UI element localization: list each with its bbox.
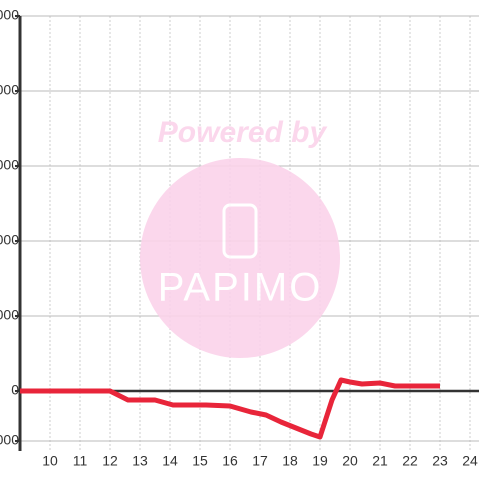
y-tick-label: 150,000	[0, 7, 19, 23]
x-tick-label: 10	[42, 453, 58, 469]
y-tick-label: 30,000	[0, 307, 19, 323]
x-tick-label: 11	[73, 453, 88, 469]
x-tick-label: 14	[162, 453, 178, 469]
watermark-phone	[222, 203, 258, 259]
x-tick-label: 20	[342, 453, 358, 469]
watermark-logo: PAPIMO	[158, 266, 323, 310]
line-series	[20, 377, 440, 440]
x-tick-label: 21	[372, 453, 388, 469]
x-tick-label: 15	[192, 453, 208, 469]
y-tick-label: 0	[11, 382, 19, 398]
watermark-text: Powered by	[158, 116, 328, 149]
x-tick-label: 16	[222, 453, 238, 469]
y-tick-label: 90,000	[0, 157, 19, 173]
x-tick-label: 18	[282, 453, 298, 469]
x-tick-label: 23	[432, 453, 448, 469]
x-tick-label: 22	[402, 453, 418, 469]
x-tick-label: 17	[252, 453, 268, 469]
y-tick-label: -20,000	[0, 432, 19, 448]
x-tick-label: 24	[462, 453, 478, 469]
watermark: Powered by PAPIMO	[140, 116, 340, 358]
x-tick-label: 19	[312, 453, 328, 469]
y-tick-label: 120,000	[0, 82, 19, 98]
y-tick-label: 60,000	[0, 232, 19, 248]
x-tick-label: 12	[102, 453, 118, 469]
x-tick-label: 13	[132, 453, 148, 469]
